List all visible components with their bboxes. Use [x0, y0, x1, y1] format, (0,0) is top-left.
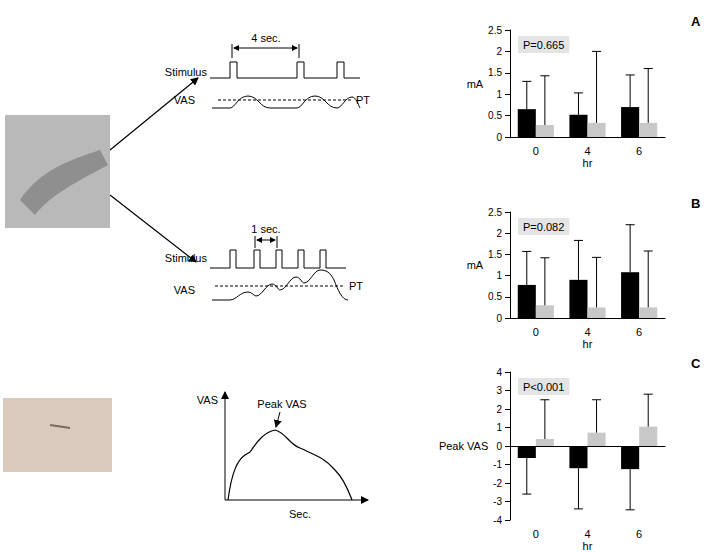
svg-text:VAS: VAS — [174, 284, 195, 296]
svg-text:1: 1 — [496, 89, 502, 100]
svg-text:Sec.: Sec. — [289, 508, 311, 520]
svg-text:Stimulus: Stimulus — [165, 66, 208, 78]
svg-text:1: 1 — [496, 422, 502, 433]
svg-text:2: 2 — [496, 46, 502, 57]
svg-text:2.5: 2.5 — [488, 25, 502, 36]
svg-text:P=0.082: P=0.082 — [523, 221, 564, 233]
svg-text:-2: -2 — [493, 478, 502, 489]
svg-text:PT: PT — [356, 94, 370, 106]
svg-text:4: 4 — [584, 326, 590, 338]
svg-text:4: 4 — [584, 145, 590, 157]
svg-text:B: B — [691, 196, 700, 211]
svg-text:P<0.001: P<0.001 — [523, 381, 564, 393]
svg-text:-3: -3 — [493, 496, 502, 507]
svg-text:mA: mA — [467, 78, 484, 90]
svg-text:Peak VAS: Peak VAS — [439, 440, 488, 452]
svg-text:-4: -4 — [493, 515, 502, 526]
svg-text:0.5: 0.5 — [488, 291, 502, 302]
svg-text:1: 1 — [496, 270, 502, 281]
svg-text:3: 3 — [496, 385, 502, 396]
svg-text:4: 4 — [496, 367, 502, 378]
svg-text:2: 2 — [496, 404, 502, 415]
svg-text:VAS: VAS — [174, 94, 195, 106]
svg-text:0: 0 — [533, 145, 539, 157]
svg-text:6: 6 — [636, 145, 642, 157]
svg-text:mA: mA — [467, 259, 484, 271]
svg-text:1.5: 1.5 — [488, 67, 502, 78]
svg-text:hr: hr — [583, 338, 593, 350]
svg-text:hr: hr — [583, 157, 593, 169]
svg-text:0: 0 — [496, 313, 502, 324]
svg-text:C: C — [691, 356, 701, 371]
svg-text:6: 6 — [636, 326, 642, 338]
svg-text:0: 0 — [533, 326, 539, 338]
svg-text:1 sec.: 1 sec. — [251, 223, 280, 235]
svg-text:Stimulus: Stimulus — [165, 252, 208, 264]
svg-text:P=0.665: P=0.665 — [523, 39, 564, 51]
svg-text:2: 2 — [496, 228, 502, 239]
svg-text:A: A — [691, 14, 701, 29]
svg-text:4 sec.: 4 sec. — [251, 32, 280, 44]
svg-text:4: 4 — [584, 528, 590, 540]
svg-text:2.5: 2.5 — [488, 207, 502, 218]
svg-text:-1: -1 — [493, 459, 502, 470]
svg-text:0.5: 0.5 — [488, 110, 502, 121]
svg-text:VAS: VAS — [197, 394, 218, 406]
svg-text:6: 6 — [636, 528, 642, 540]
svg-text:1.5: 1.5 — [488, 249, 502, 260]
svg-text:PT: PT — [349, 280, 363, 292]
svg-text:hr: hr — [583, 540, 593, 552]
svg-text:0: 0 — [496, 441, 502, 452]
svg-text:Peak VAS: Peak VAS — [257, 398, 306, 410]
svg-text:0: 0 — [496, 132, 502, 143]
svg-text:0: 0 — [533, 528, 539, 540]
